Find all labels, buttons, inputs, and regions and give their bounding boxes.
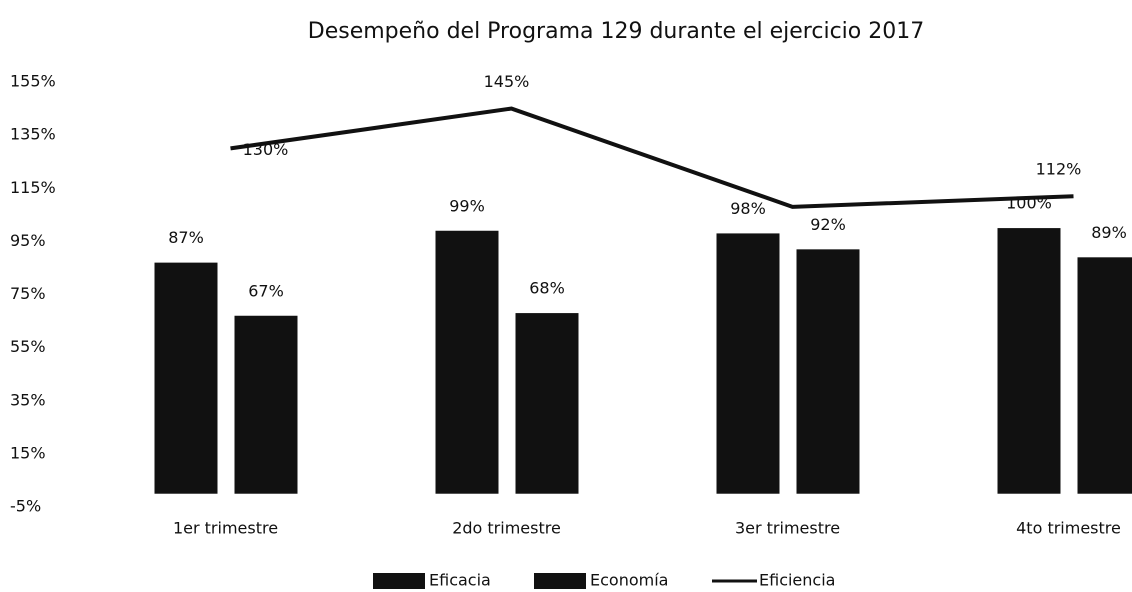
y-tick-label: 155% [10, 72, 56, 91]
bar [234, 315, 298, 494]
legend-label: Eficiencia [759, 571, 835, 590]
bar [796, 249, 860, 494]
y-tick-label: -5% [10, 497, 41, 516]
x-tick-label: 2do trimestre [452, 519, 561, 538]
legend-swatch [534, 573, 586, 589]
y-tick-label: 75% [10, 284, 46, 303]
y-tick-label: 55% [10, 337, 46, 356]
x-tick-label: 1er trimestre [173, 519, 278, 538]
legend-label: Eficacia [429, 571, 491, 590]
y-tick-label: 35% [10, 390, 46, 409]
y-tick-label: 135% [10, 125, 56, 144]
data-label: 89% [1091, 223, 1127, 242]
x-tick-label: 3er trimestre [735, 519, 840, 538]
data-label: 99% [449, 196, 485, 215]
bar [515, 313, 579, 494]
x-tick-label: 4to trimestre [1016, 519, 1121, 538]
bar [1077, 257, 1132, 494]
bar [154, 262, 218, 494]
data-label: 87% [168, 228, 204, 247]
data-label: 98% [730, 199, 766, 218]
bar [716, 233, 780, 494]
data-label: 112% [1036, 160, 1082, 179]
data-label: 67% [248, 281, 284, 300]
data-label: 145% [484, 72, 530, 91]
bar [435, 230, 499, 494]
y-tick-label: 95% [10, 231, 46, 250]
line [230, 106, 1074, 209]
bar [997, 228, 1061, 494]
data-label: 130% [243, 140, 289, 159]
data-label: 92% [810, 215, 846, 234]
y-tick-label: 115% [10, 178, 56, 197]
data-label: 68% [529, 279, 565, 298]
y-tick-label: 15% [10, 443, 46, 462]
chart-title: Desempeño del Programa 129 durante el ej… [308, 19, 924, 44]
legend-swatch [373, 573, 425, 589]
legend-label: Economía [590, 571, 668, 590]
